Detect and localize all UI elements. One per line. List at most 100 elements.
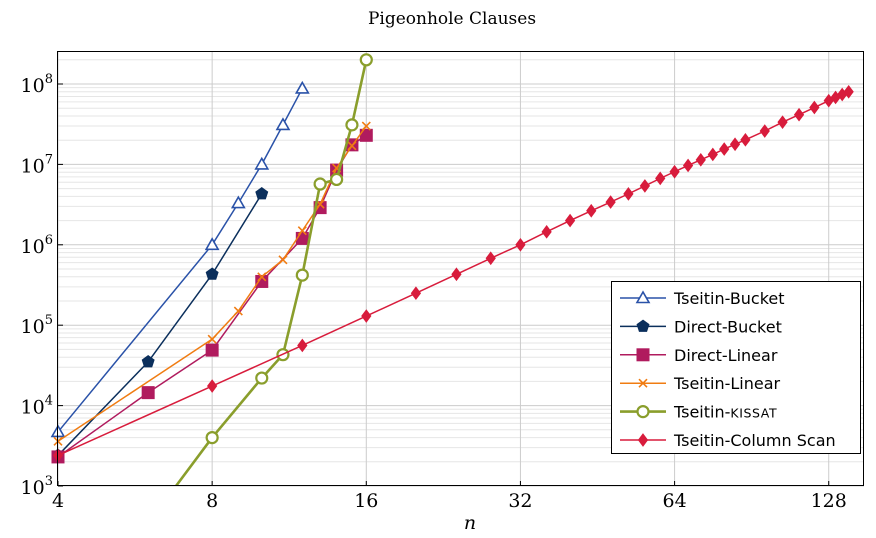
- data-point-tseitin-linear: [278, 255, 288, 265]
- data-point-tseitin-column-scan: [297, 338, 308, 353]
- legend-label: Tseitin-Bucket: [673, 289, 785, 308]
- data-point-tseitin-column-scan: [605, 195, 616, 209]
- data-point-direct-linear: [205, 343, 219, 357]
- data-point-tseitin-column-scan: [451, 267, 462, 282]
- series-line-tseitin-kissat: [174, 59, 368, 486]
- data-point-tseitin-linear: [257, 272, 267, 282]
- legend-label: Tseitin-Linear: [673, 374, 781, 393]
- data-point-tseitin-bucket: [254, 156, 270, 170]
- legend-marker: [635, 290, 651, 304]
- legend-box: [611, 281, 861, 454]
- data-point-tseitin-column-scan: [707, 147, 718, 162]
- data-point-tseitin-linear: [297, 226, 307, 236]
- data-point-tseitin-kissat: [295, 268, 309, 282]
- legend-entry-tseitin-column-scan: Tseitin-Column Scan: [620, 431, 836, 450]
- data-point-tseitin-column-scan: [740, 133, 751, 147]
- data-point-tseitin-column-scan: [843, 84, 854, 99]
- x-tick-label: 128: [811, 490, 847, 512]
- x-tick-label: 8: [206, 490, 218, 512]
- tick-labels: 103 104 105 106 107 108 4 8 16 32 64 128: [21, 72, 847, 512]
- series-tseitin-kissat: [174, 53, 373, 486]
- x-tick-label: 64: [662, 490, 686, 512]
- data-point-tseitin-column-scan: [809, 100, 820, 115]
- data-point-tseitin-linear-stroke: [207, 334, 217, 344]
- data-point-tseitin-column-scan: [719, 142, 730, 156]
- data-point-tseitin-column-scan: [695, 152, 706, 167]
- data-point-tseitin-linear-stroke: [233, 306, 243, 316]
- data-point-tseitin-linear: [233, 306, 243, 316]
- legend-marker: [636, 348, 650, 362]
- data-point-direct-bucket: [205, 267, 219, 280]
- data-point-tseitin-kissat: [205, 430, 219, 445]
- data-point-tseitin-kissat: [255, 371, 269, 385]
- legend: Tseitin-Bucket Direct-Bucket Direct-Linear…: [611, 281, 861, 454]
- legend-marker: [636, 405, 650, 419]
- data-point-tseitin-bucket: [294, 80, 310, 94]
- series-line-tseitin-bucket: [57, 88, 303, 433]
- data-point-tseitin-column-scan: [207, 379, 218, 393]
- data-point-tseitin-bucket: [275, 117, 291, 131]
- data-point-tseitin-bucket: [204, 237, 220, 251]
- legend-marker: [636, 319, 650, 332]
- y-tick-label: 105: [21, 313, 53, 338]
- legend-marker: [638, 378, 648, 388]
- legend-label: Direct-Linear: [674, 346, 778, 365]
- data-point-tseitin-linear-stroke: [257, 272, 267, 282]
- data-point-tseitin-column-scan: [655, 171, 666, 186]
- series-line-tseitin-linear: [57, 125, 367, 442]
- legend-marker: [637, 433, 649, 447]
- y-tick-label: 104: [21, 394, 53, 419]
- legend-entry-tseitin-kissat: Tseitin-KISSAT: [620, 403, 777, 422]
- data-point-direct-linear: [141, 386, 155, 400]
- y-tick-label: 107: [21, 152, 53, 177]
- legend-entry-tseitin-bucket: Tseitin-Bucket: [620, 289, 785, 308]
- data-point-tseitin-column-scan: [623, 187, 634, 201]
- data-point-tseitin-column-scan: [586, 203, 597, 218]
- data-point-tseitin-linear: [361, 121, 371, 131]
- data-point-tseitin-column-scan: [485, 251, 496, 266]
- legend-entry-direct-bucket: Direct-Bucket: [620, 317, 782, 336]
- x-tick-label: 32: [508, 490, 532, 512]
- data-point-tseitin-linear: [347, 141, 357, 151]
- data-point-tseitin-column-scan: [410, 286, 422, 301]
- data-point-tseitin-linear: [207, 334, 217, 344]
- legend-entry-tseitin-linear: Tseitin-Linear: [620, 374, 781, 393]
- y-tick-label: 106: [21, 233, 53, 258]
- data-point-tseitin-kissat: [345, 118, 359, 132]
- series-layer: [50, 53, 854, 486]
- data-point-tseitin-bucket: [230, 195, 246, 209]
- legend-entry-direct-linear: Direct-Linear: [620, 346, 778, 365]
- data-point-direct-bucket: [255, 187, 269, 200]
- data-point-tseitin-linear-stroke: [361, 121, 371, 131]
- data-point-tseitin-column-scan: [729, 137, 741, 152]
- legend-label: Tseitin-Column Scan: [673, 431, 836, 450]
- data-point-tseitin-linear-stroke: [278, 255, 288, 265]
- data-point-tseitin-column-scan: [669, 164, 680, 179]
- y-tick-label: 108: [21, 72, 53, 97]
- y-tick-label: 103: [21, 474, 53, 499]
- series-line-direct-bucket: [57, 193, 263, 456]
- data-point-tseitin-kissat: [313, 177, 327, 191]
- plot-frame: [57, 51, 864, 486]
- x-tick-label: 16: [354, 490, 378, 512]
- legend-label: Tseitin-KISSAT: [673, 403, 777, 422]
- series-tseitin-column-scan: [52, 84, 854, 463]
- data-point-direct-linear: [255, 274, 269, 288]
- data-point-tseitin-column-scan: [515, 237, 526, 252]
- x-tick-label: 4: [52, 490, 64, 512]
- data-point-tseitin-column-scan: [682, 158, 694, 173]
- data-point-tseitin-column-scan: [361, 309, 372, 323]
- data-point-direct-bucket: [141, 355, 155, 368]
- data-point-tseitin-column-scan: [793, 107, 805, 122]
- data-point-tseitin-column-scan: [541, 224, 552, 239]
- legend-label: Direct-Bucket: [674, 317, 782, 336]
- data-point-tseitin-column-scan: [759, 124, 770, 138]
- data-point-tseitin-linear-stroke: [297, 226, 307, 236]
- data-point-tseitin-column-scan: [564, 213, 576, 228]
- x-axis-label: n: [464, 512, 476, 534]
- data-point-tseitin-kissat: [359, 53, 373, 67]
- data-point-tseitin-linear-stroke: [347, 141, 357, 151]
- chart-title: Pigeonhole Clauses: [368, 9, 536, 29]
- data-point-tseitin-kissat: [329, 172, 344, 187]
